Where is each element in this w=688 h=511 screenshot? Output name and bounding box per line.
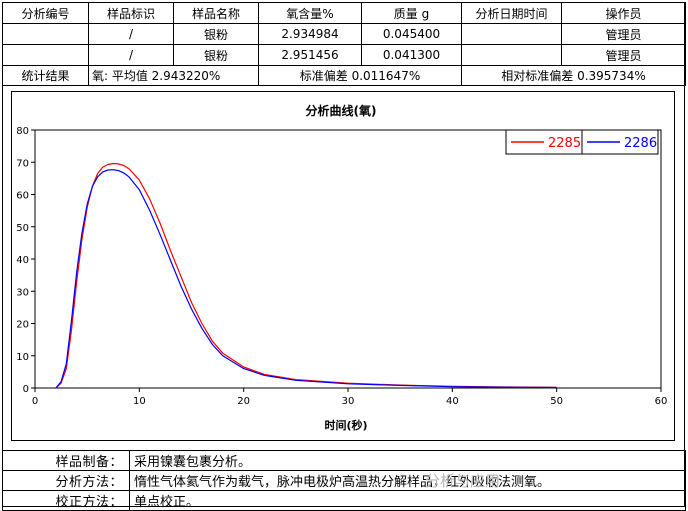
series-line-2286: [55, 169, 557, 389]
table-row: / 银粉 2.951456 0.041300 管理员: [2, 44, 686, 66]
x-tick-label: 10: [133, 396, 146, 407]
y-tick-label: 70: [16, 158, 29, 169]
x-axis-label: 时间(秒): [324, 418, 367, 432]
stats-rsd: 相对标准偏差 0.395734%: [461, 65, 686, 86]
x-tick-label: 30: [342, 396, 355, 407]
x-tick-label: 0: [32, 396, 38, 407]
legend-label: 2286: [624, 136, 657, 151]
method-label: 样品制备：: [2, 450, 130, 471]
method-label: 分析方法：: [2, 470, 130, 491]
legend-label: 2285: [548, 136, 581, 151]
analysis-curve-chart: 分析曲线(氧) 时间(秒) 0 10 20 30 40 50 60 70 80 0 10 20 30 40…: [16, 103, 668, 432]
y-tick-label: 20: [16, 320, 29, 331]
table-row: / 银粉 2.934984 0.045400 管理员: [2, 23, 686, 45]
stats-mean: 氧: 平均值 2.943220%: [88, 65, 259, 86]
method-value: 采用镍囊包裹分析。: [129, 450, 686, 471]
x-tick-label: 20: [237, 396, 250, 407]
plot-area: [34, 129, 662, 389]
table-cell: 2.934984: [258, 23, 362, 45]
y-tick-label: 60: [16, 191, 29, 202]
table-cell: /: [88, 44, 174, 66]
y-tick-label: 40: [16, 255, 29, 266]
y-tick-label: 30: [16, 287, 29, 298]
method-value: 惰性气体氦气作为载气，脉冲电极炉高温热分解样品，红外吸收法测氧。: [129, 470, 686, 491]
header-cell: 氧含量%: [258, 2, 362, 24]
table-cell: [461, 23, 562, 45]
series-line-2285: [55, 162, 557, 389]
method-row: 校正方法： 单点校正。: [2, 490, 686, 511]
x-tick-label: 40: [446, 396, 459, 407]
stats-std: 标准偏差 0.011647%: [258, 65, 462, 86]
method-row: 样品制备： 采用镍囊包裹分析。: [2, 450, 686, 471]
table-cell: 2.951456: [258, 44, 362, 66]
watermark: 分析与应用: [425, 472, 501, 490]
table-cell: [2, 44, 89, 66]
table-cell: [461, 44, 562, 66]
header-cell: 分析日期时间: [461, 2, 562, 24]
chart-title: 分析曲线(氧): [306, 103, 377, 118]
table-cell: 管理员: [561, 23, 686, 45]
table-cell: 0.045400: [361, 23, 462, 45]
x-tick-label: 50: [550, 396, 563, 407]
table-cell: 银粉: [173, 23, 259, 45]
method-value: 单点校正。: [129, 490, 686, 511]
method-label: 校正方法：: [2, 490, 130, 511]
y-tick-label: 50: [16, 223, 29, 234]
stats-label: 统计结果: [2, 65, 89, 86]
table-cell: /: [88, 23, 174, 45]
header-cell: 质量 g: [361, 2, 462, 24]
y-tick-label: 0: [23, 384, 29, 395]
table-cell: 管理员: [561, 44, 686, 66]
header-cell: 分析编号: [2, 2, 89, 24]
table-cell: 0.041300: [361, 44, 462, 66]
results-table: 分析编号 样品标识 样品名称 氧含量% 质量 g 分析日期时间 操作员 / 银粉…: [2, 2, 686, 86]
method-table: 样品制备： 采用镍囊包裹分析。 分析方法： 惰性气体氦气作为载气，脉冲电极炉高温…: [2, 450, 686, 511]
y-tick-label: 10: [16, 352, 29, 363]
table-cell: [2, 23, 89, 45]
header-cell: 样品标识: [88, 2, 174, 24]
chart-panel: 分析曲线(氧) 时间(秒) 0 10 20 30 40 50 60 70 80 0 10 20 30 40…: [11, 91, 675, 441]
x-tick-label: 60: [655, 396, 668, 407]
header-cell: 操作员: [561, 2, 686, 24]
header-cell: 样品名称: [173, 2, 259, 24]
method-row: 分析方法： 惰性气体氦气作为载气，脉冲电极炉高温热分解样品，红外吸收法测氧。: [2, 470, 686, 491]
y-tick-label: 80: [16, 126, 29, 137]
table-cell: 银粉: [173, 44, 259, 66]
table-header-row: 分析编号 样品标识 样品名称 氧含量% 质量 g 分析日期时间 操作员: [2, 2, 686, 24]
chart-legend: 2285 2286: [505, 129, 659, 155]
stats-row: 统计结果 氧: 平均值 2.943220% 标准偏差 0.011647% 相对标…: [2, 65, 686, 86]
